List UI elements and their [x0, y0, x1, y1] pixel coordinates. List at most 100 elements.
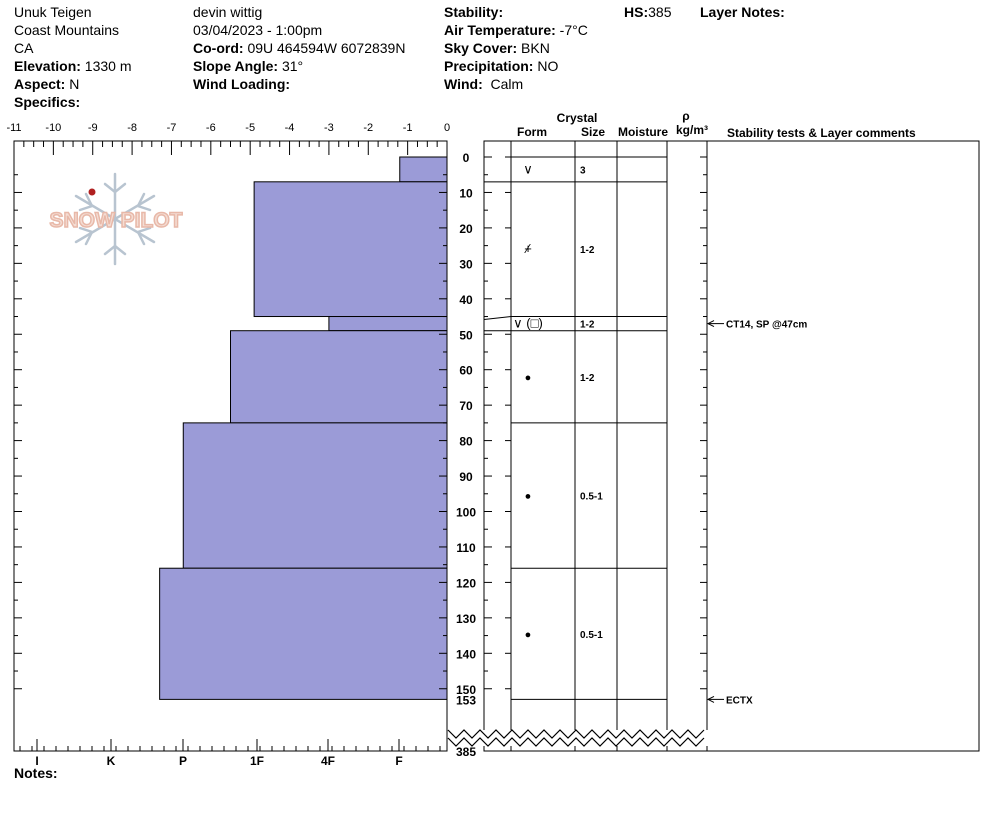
depth-tick-label-1: 10	[459, 186, 473, 200]
layer-size-3: 1-2	[580, 373, 595, 384]
datetime: 03/04/2023 - 1:00pm	[193, 22, 323, 38]
moisture-header: Moisture	[618, 125, 668, 139]
air-temp-row: Air Temperature: -7°C	[444, 22, 588, 38]
test-arrowhead-0	[706, 320, 715, 328]
layer-connector-0	[483, 316, 512, 321]
hs-row: HS:385	[624, 4, 672, 20]
temperature-axis: -11 -10 -9 -8 -7 -6 -5 -4 -3 -2 -1 0	[6, 122, 450, 155]
hardness-tick-label-2: P	[179, 754, 187, 768]
hardness-axis: I K P 1F 4F F	[19, 739, 441, 768]
chart-frames	[13, 140, 980, 752]
crystal-header: Crystal	[557, 111, 598, 125]
scale-break	[446, 729, 708, 751]
layer-form-3: ●	[525, 372, 532, 384]
hardness-tick-label-5: F	[395, 754, 402, 768]
slope-row: Slope Angle: 31°	[193, 58, 304, 74]
coord-row: Co-ord: 09U 464594W 6072839N	[193, 40, 406, 56]
layer-form-2: ∨ (□)	[513, 316, 543, 331]
depth-tick-label-15: 150	[456, 683, 476, 697]
range-name: Coast Mountains	[14, 22, 120, 38]
stability-tests: CT14, SP @47cm ECTX	[706, 320, 807, 706]
depth-bottom-label: 153	[456, 693, 476, 707]
specifics-row: Specifics:	[14, 94, 81, 110]
layer-size-5: 0.5-1	[580, 630, 603, 641]
depth-tick-label-14: 140	[456, 647, 476, 661]
temp-tick-label-11: 0	[444, 122, 450, 134]
hardness-bar-5	[159, 567, 448, 700]
hardness-tick-label-0: I	[35, 754, 38, 768]
depth-tick-label-10: 100	[456, 506, 476, 520]
depth-tick-label-12: 120	[456, 576, 476, 590]
temp-tick-label-8: -3	[324, 122, 334, 134]
layer-form2-1: ⁄	[524, 241, 531, 256]
size-header: Size	[581, 125, 605, 139]
temp-tick-label-6: -5	[245, 122, 255, 134]
layer-table: ∨ 3 +⁄ 1-2 ∨ (□) 1-2 ● 1-2 ● 0.5-1 ● 0.5-1	[483, 141, 708, 751]
elevation-row: Elevation: 1330 m	[14, 58, 132, 74]
hardness-tick-label-3: 1F	[250, 754, 264, 768]
layer-size-1: 1-2	[580, 245, 595, 256]
depth-tick-label-3: 30	[459, 257, 473, 271]
temp-tick-label-2: -9	[88, 122, 98, 134]
layer-size-0: 3	[580, 165, 586, 176]
precip-row: Precipitation: NO	[444, 58, 559, 74]
layer-form-5: ●	[525, 629, 532, 641]
hardness-bar-1	[253, 181, 448, 318]
temp-tick-label-7: -4	[285, 122, 295, 134]
stability-row: Stability:	[444, 4, 504, 20]
break-zigzag-bottom	[447, 737, 705, 747]
depth-tick-label-9: 90	[459, 470, 473, 484]
hardness-bars	[159, 156, 448, 700]
logo-dot	[88, 188, 96, 196]
layer-notes-label: Layer Notes:	[700, 4, 785, 20]
density-unit-header: kg/m³	[676, 123, 708, 137]
user-name: devin wittig	[193, 4, 263, 20]
depth-tick-label-8: 80	[459, 435, 473, 449]
form-header: Form	[517, 125, 547, 139]
hardness-bar-4	[182, 422, 448, 569]
wind-loading-row: Wind Loading:	[193, 76, 291, 92]
layer-size-2: 1-2	[580, 320, 595, 331]
temp-tick-label-5: -6	[206, 122, 216, 134]
layer-size-4: 0.5-1	[580, 492, 603, 503]
break-mask	[448, 730, 708, 746]
temp-tick-label-4: -7	[167, 122, 177, 134]
temp-tick-label-9: -2	[363, 122, 373, 134]
depth-tick-label-6: 60	[459, 364, 473, 378]
header-col-1: Unuk Teigen Coast Mountains CA Elevation…	[14, 3, 132, 111]
layer-form-1: +	[524, 241, 532, 256]
temp-tick-label-3: -8	[127, 122, 137, 134]
header-col-3: Stability: Air Temperature: -7°C Sky Cov…	[444, 3, 588, 93]
notes-label: Notes:	[14, 765, 58, 781]
depth-tick-label-4: 40	[459, 293, 473, 307]
test-arrowhead-1	[706, 695, 715, 703]
depth-axis: 0 10 20 30 40 50 60 70 80 90 100 110 120 130 140 150153…	[14, 151, 707, 759]
temp-tick-label-1: -10	[45, 122, 61, 134]
test-label-1: ECTX	[726, 695, 753, 706]
test-label-0: CT14, SP @47cm	[726, 320, 807, 331]
hardness-bar-2	[328, 316, 448, 332]
depth-tick-label-2: 20	[459, 222, 473, 236]
rho-header: ρ	[682, 109, 689, 123]
depth-tick-label-13: 130	[456, 612, 476, 626]
snowflake-icon	[74, 172, 156, 266]
region-name: CA	[14, 40, 34, 56]
layer-form-4: ●	[525, 491, 532, 503]
hardness-bar-0	[399, 156, 448, 183]
header-col-2: devin wittig 03/04/2023 - 1:00pm Co-ord:…	[193, 3, 405, 93]
aspect-row: Aspect: N	[14, 76, 80, 92]
stability-header: Stability tests & Layer comments	[727, 126, 916, 140]
hardness-tick-label-4: 4F	[321, 754, 335, 768]
wind-row: Wind: Calm	[444, 76, 524, 92]
depth-tick-label-7: 70	[459, 399, 473, 413]
depth-tick-label-0: 0	[463, 151, 470, 165]
temp-tick-label-10: -1	[403, 122, 413, 134]
break-zigzag-top	[447, 729, 705, 739]
temp-tick-label-0: -11	[6, 122, 21, 134]
depth-total-label: 385	[456, 745, 476, 759]
logo-text: SNOW PILOT	[50, 209, 183, 232]
snowpilot-logo: SNOW PILOT	[49, 172, 183, 266]
layer-form-0: ∨	[523, 161, 533, 176]
right-chart-frame	[483, 140, 980, 752]
